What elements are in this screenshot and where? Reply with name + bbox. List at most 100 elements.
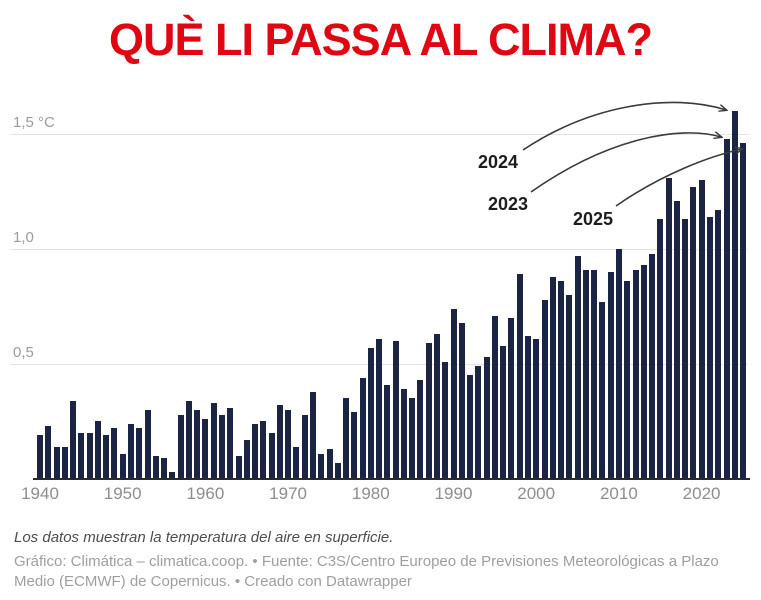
- bar-1944: [70, 401, 77, 479]
- bar-2007: [591, 270, 598, 479]
- y-axis-tick-label: 1,0: [13, 229, 34, 246]
- bar-1957: [177, 415, 184, 479]
- bar-2021: [706, 217, 713, 479]
- bar-2002: [549, 277, 556, 479]
- bar-1990: [450, 309, 457, 479]
- bar-2013: [640, 265, 647, 479]
- bar-1945: [78, 433, 85, 479]
- bar-1986: [417, 380, 424, 479]
- bar-1995: [491, 316, 498, 479]
- bar-1942: [53, 447, 60, 479]
- bar-1978: [351, 412, 358, 479]
- bar-2022: [715, 210, 722, 479]
- bar-2014: [649, 254, 655, 479]
- bar-1958: [185, 401, 192, 479]
- chart-title: QUÈ LI PASSA AL CLIMA?: [108, 14, 653, 65]
- bar-2006: [582, 270, 589, 479]
- bar-1955: [161, 458, 168, 479]
- bar-2009: [607, 272, 614, 479]
- bar-1954: [152, 456, 159, 479]
- bar-1993: [475, 366, 482, 479]
- bar-1950: [119, 454, 126, 479]
- bar-1975: [326, 449, 333, 479]
- bar-2004: [566, 295, 573, 479]
- arrow-to-2024-bar: [522, 101, 726, 151]
- bar-1977: [343, 398, 349, 479]
- bar-1988: [434, 334, 440, 479]
- bar-2015: [657, 219, 664, 479]
- bar-1997: [508, 318, 515, 479]
- bar-1952: [136, 428, 143, 479]
- x-axis-tick-label-1950: 1950: [103, 484, 142, 503]
- bar-1940: [37, 435, 43, 479]
- bar-1948: [103, 435, 110, 479]
- bar-1965: [243, 440, 250, 479]
- bar-1989: [442, 362, 449, 479]
- x-axis-tick-label-1970: 1970: [269, 484, 308, 503]
- bar-2011: [624, 281, 631, 479]
- bar-1947: [94, 421, 101, 479]
- bar-2019: [690, 187, 697, 479]
- bar-1999: [525, 336, 531, 479]
- bar-1972: [301, 415, 308, 479]
- x-axis-tick-label-2000: 2000: [517, 484, 556, 503]
- annotation-label-2024: 2024: [477, 152, 518, 172]
- bar-1969: [276, 405, 283, 479]
- bar-1967: [260, 421, 267, 479]
- bar-1998: [516, 274, 523, 479]
- x-axis-tick-label-1960: 1960: [186, 484, 225, 503]
- annotation-label-2025: 2025: [572, 209, 613, 229]
- bar-1992: [467, 375, 474, 479]
- bar-2024: [731, 111, 738, 479]
- bar-2010: [615, 249, 622, 479]
- bar-2008: [599, 302, 606, 479]
- arrow-to-2023-bar: [530, 133, 721, 193]
- y-axis-tick-label: 0,5: [13, 344, 34, 361]
- bar-1985: [409, 398, 416, 479]
- bar-1991: [458, 323, 465, 479]
- chart-notes: Los datos muestran la temperatura del ai…: [14, 529, 394, 546]
- x-axis-tick-label-2020: 2020: [682, 484, 721, 503]
- bar-1970: [285, 410, 292, 479]
- bar-1953: [144, 410, 151, 479]
- bar-1962: [219, 415, 225, 479]
- bar-2020: [698, 180, 705, 479]
- bar-2000: [533, 339, 540, 479]
- bar-1943: [61, 447, 68, 479]
- bar-1959: [194, 410, 201, 479]
- chart-credit: Gráfico: Climática – climatica.coop. • F…: [14, 553, 719, 590]
- bar-2005: [574, 256, 581, 479]
- bar-1982: [384, 385, 391, 479]
- bar-1963: [227, 408, 234, 479]
- bar-2003: [558, 281, 564, 479]
- bar-1971: [293, 447, 300, 479]
- bar-2018: [682, 219, 689, 479]
- bar-1946: [86, 433, 93, 479]
- bar-1973: [309, 392, 316, 479]
- bar-1976: [334, 463, 341, 479]
- bar-1941: [45, 426, 52, 479]
- bar-1994: [483, 357, 490, 479]
- bar-1961: [210, 403, 217, 479]
- bar-1966: [252, 424, 258, 479]
- x-axis-line: [33, 478, 750, 480]
- bar-1974: [318, 454, 325, 479]
- x-axis-tick-label-2010: 2010: [599, 484, 638, 503]
- bar-1980: [367, 348, 374, 479]
- bar-1949: [111, 428, 118, 479]
- bar-2017: [673, 201, 680, 479]
- bar-1981: [376, 339, 383, 479]
- y-gridline: [10, 134, 748, 135]
- x-axis-tick-label-1980: 1980: [351, 484, 390, 503]
- bar-1996: [500, 346, 507, 479]
- bar-1984: [400, 389, 407, 479]
- annotation-label-2023: 2023: [487, 194, 528, 214]
- x-axis-tick-label-1940: 1940: [21, 484, 59, 503]
- bar-2001: [541, 300, 548, 479]
- bar-2023: [723, 139, 730, 479]
- bar-1956: [169, 472, 176, 479]
- bar-1987: [425, 343, 432, 479]
- x-axis-tick-label-1990: 1990: [434, 484, 473, 503]
